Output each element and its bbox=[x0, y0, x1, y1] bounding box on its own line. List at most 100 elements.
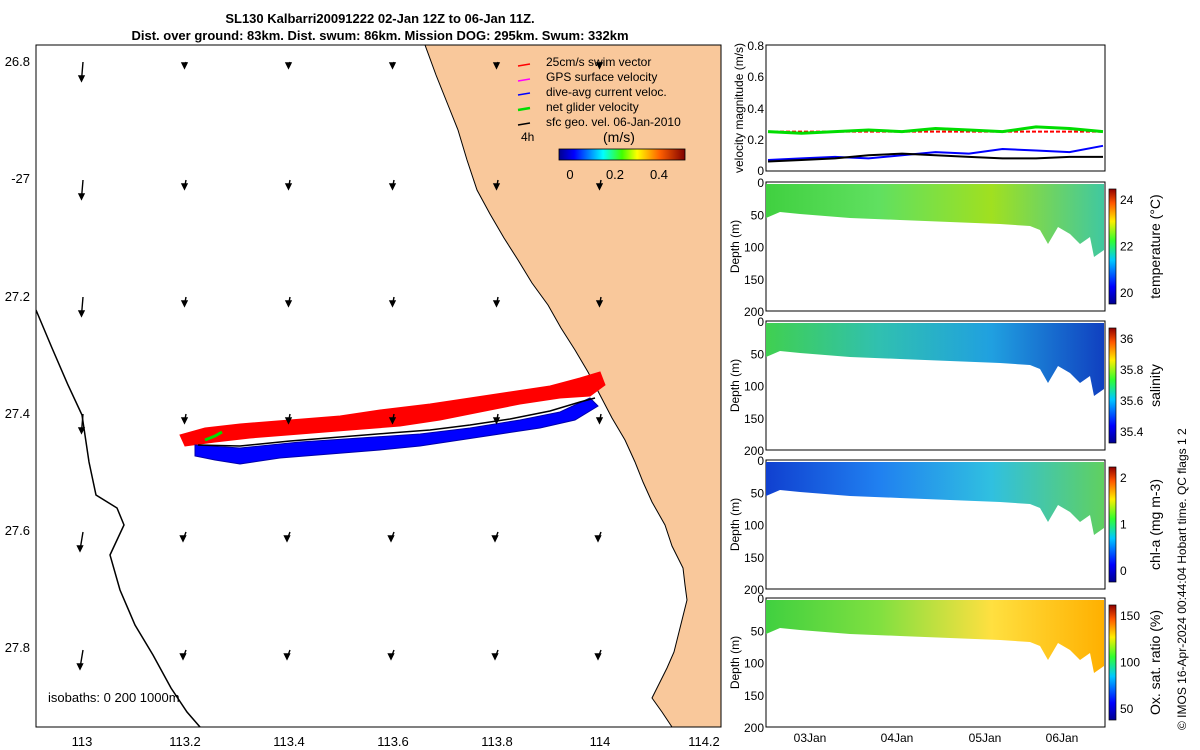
velocity-series-line bbox=[767, 144, 1104, 161]
section-yticks: 0 50 100 150 200 bbox=[744, 176, 764, 319]
geo-arrow bbox=[388, 413, 397, 425]
velocity-series bbox=[767, 125, 1104, 163]
lon-tick: 114.2 bbox=[688, 734, 720, 749]
lon-tick: 113.6 bbox=[377, 734, 409, 749]
section-colorbar bbox=[1108, 188, 1117, 305]
geo-arrow bbox=[284, 179, 293, 191]
geo-arrow bbox=[179, 649, 187, 661]
legend-entry: GPS surface velocity bbox=[517, 70, 657, 84]
legend-entry: dive-avg current veloc. bbox=[517, 85, 667, 99]
geo-arrow bbox=[180, 179, 189, 191]
section-panel: 0 50 100 150 200 Depth (m) 0 1 2 chl-a (mg m-3) bbox=[728, 454, 1163, 597]
net-velocity-mark bbox=[204, 430, 223, 442]
section-ylabel: Depth (m) bbox=[728, 220, 742, 273]
footer-credit: © IMOS 16-Apr-2024 00:44:04 Hobart time.… bbox=[1175, 428, 1189, 730]
geo-arrow bbox=[77, 179, 86, 201]
section-ctick: 35.4 bbox=[1120, 425, 1144, 439]
geo-arrow bbox=[491, 531, 499, 543]
section-panel: 0 50 100 150 200 Depth (m) 50 100 150 Ox. sat. ra… bbox=[728, 592, 1163, 735]
geo-arrow bbox=[492, 413, 501, 425]
velocity-ytick: 0.8 bbox=[747, 39, 764, 53]
legend-label: 25cm/s swim vector bbox=[546, 55, 651, 69]
section-ytick: 200 bbox=[744, 305, 764, 319]
speed-tick: 0 bbox=[566, 167, 573, 182]
section-variable-label: salinity bbox=[1147, 364, 1163, 407]
lat-tick: -27 bbox=[11, 171, 30, 186]
section-yticks: 0 50 100 150 200 bbox=[744, 454, 764, 597]
figure-title: SL130 Kalbarri20091222 02-Jan 12Z to 06-… bbox=[0, 10, 760, 44]
section-ctick: 22 bbox=[1120, 240, 1134, 254]
geo-arrow bbox=[595, 179, 604, 191]
legend-label: sfc geo. vel. 06-Jan-2010 bbox=[546, 115, 681, 129]
legend-entry: net glider velocity bbox=[517, 100, 639, 114]
title-line-2: Dist. over ground: 83km. Dist. swum: 86k… bbox=[131, 28, 629, 43]
section-yticks: 0 50 100 150 200 bbox=[744, 592, 764, 735]
section-ytick: 100 bbox=[744, 657, 764, 671]
dac-vector-band bbox=[194, 397, 599, 465]
geo-arrow bbox=[595, 61, 604, 70]
section-ctick: 150 bbox=[1120, 609, 1140, 623]
time-tick: 05Jan bbox=[969, 731, 1002, 745]
lon-tick: 113.2 bbox=[169, 734, 201, 749]
legend-label: dive-avg current veloc. bbox=[546, 85, 667, 99]
section-ytick: 150 bbox=[744, 273, 764, 287]
geo-arrow bbox=[594, 649, 602, 661]
section-ytick: 50 bbox=[751, 208, 765, 222]
section-ctick: 2 bbox=[1120, 471, 1127, 485]
section-cticks: 50 100 150 bbox=[1120, 609, 1140, 716]
section-cticks: 20 22 24 bbox=[1120, 193, 1134, 300]
section-colorbar bbox=[1108, 327, 1117, 444]
section-ytick: 0 bbox=[757, 454, 764, 468]
velocity-panel: 0 0.2 0.4 0.6 0.8 velocity magnitude (m/… bbox=[732, 39, 1106, 178]
section-ytick: 50 bbox=[751, 347, 765, 361]
section-yticks: 0 50 100 150 200 bbox=[744, 315, 764, 458]
geo-arrow bbox=[388, 61, 397, 70]
lat-ticks: 26.8 -27 27.2 27.4 27.6 27.8 bbox=[5, 54, 30, 655]
section-ytick: 50 bbox=[751, 486, 765, 500]
section-ytick: 150 bbox=[744, 551, 764, 565]
section-ctick: 35.8 bbox=[1120, 363, 1144, 377]
legend-entry: sfc geo. vel. 06-Jan-2010 bbox=[517, 115, 681, 129]
isobath-label: isobaths: 0 200 1000m bbox=[48, 690, 180, 705]
lat-tick: 27.4 bbox=[5, 406, 30, 421]
section-ctick: 50 bbox=[1120, 702, 1134, 716]
speed-colorbar bbox=[558, 148, 686, 161]
geo-arrow bbox=[77, 296, 86, 318]
speed-tick: 0.2 bbox=[606, 167, 624, 182]
section-ytick: 100 bbox=[744, 241, 764, 255]
time-tick: 04Jan bbox=[881, 731, 914, 745]
swim-vector-band bbox=[179, 371, 606, 447]
section-colorbar bbox=[1108, 604, 1117, 721]
section-ylabel: Depth (m) bbox=[728, 359, 742, 412]
time-tick: 03Jan bbox=[794, 731, 827, 745]
section-ctick: 0 bbox=[1120, 564, 1127, 578]
velocity-series-line bbox=[767, 125, 1104, 135]
geo-arrow bbox=[388, 179, 397, 191]
section-ctick: 36 bbox=[1120, 332, 1134, 346]
lon-tick: 114 bbox=[590, 734, 611, 749]
geo-arrow bbox=[179, 531, 187, 543]
section-field bbox=[766, 600, 1104, 673]
lat-tick: 27.2 bbox=[5, 289, 30, 304]
interval-label: 4h bbox=[521, 130, 534, 144]
section-panel: 0 50 100 150 200 Depth (m) 20 22 24 temperature (… bbox=[728, 176, 1163, 319]
section-ytick: 150 bbox=[744, 689, 764, 703]
legend-label: GPS surface velocity bbox=[546, 70, 657, 84]
geo-arrow bbox=[77, 413, 86, 435]
geo-arrow bbox=[492, 296, 501, 308]
section-ctick: 24 bbox=[1120, 193, 1134, 207]
geo-arrow bbox=[284, 413, 293, 425]
section-ytick: 100 bbox=[744, 519, 764, 533]
lat-tick: 27.6 bbox=[5, 523, 30, 538]
section-cticks: 35.4 35.6 35.8 36 bbox=[1120, 332, 1144, 439]
velocity-panel-frame bbox=[765, 44, 1106, 172]
legend-label: net glider velocity bbox=[546, 100, 639, 114]
geo-arrow bbox=[77, 61, 86, 83]
geo-arrow bbox=[595, 296, 604, 308]
legend-entry: 25cm/s swim vector bbox=[517, 55, 651, 69]
geo-arrow bbox=[388, 296, 397, 308]
geo-arrow bbox=[492, 179, 501, 191]
section-ytick: 200 bbox=[744, 444, 764, 458]
section-field bbox=[766, 462, 1104, 535]
section-panel: 0 50 100 150 200 Depth (m) 35.4 35.6 35.8 36 salin… bbox=[728, 315, 1163, 458]
